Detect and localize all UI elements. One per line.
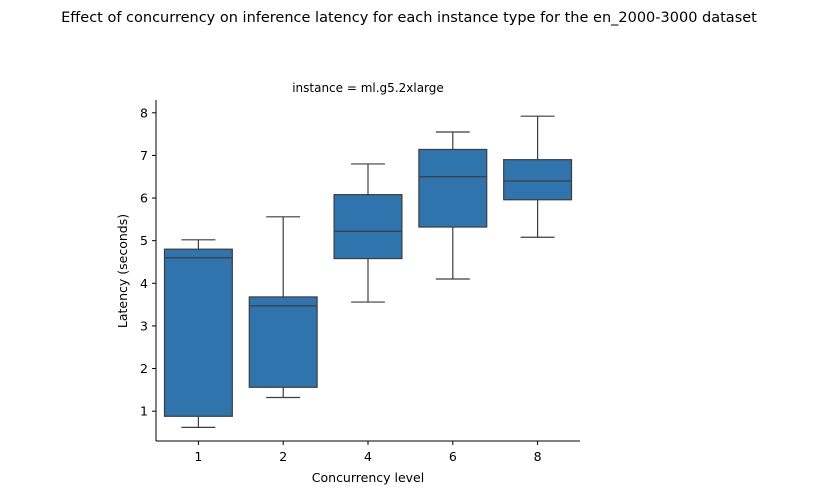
x-tick-label: 2 xyxy=(279,449,287,464)
x-tick-label: 1 xyxy=(194,449,202,464)
box-group xyxy=(333,163,403,303)
chart-title: Effect of concurrency on inference laten… xyxy=(61,10,757,26)
iqr-box xyxy=(163,248,233,417)
iqr-box xyxy=(418,148,488,228)
x-axis-ticks: 1 2 4 6 8 xyxy=(194,441,542,464)
plot-area xyxy=(163,115,573,428)
y-tick-label: 7 xyxy=(140,148,148,163)
y-tick-label: 6 xyxy=(140,191,148,206)
box-group xyxy=(163,239,233,428)
iqr-box xyxy=(503,159,573,201)
x-tick-label: 8 xyxy=(534,449,542,464)
x-tick-label: 4 xyxy=(364,449,372,464)
y-axis-label: Latency (seconds) xyxy=(115,214,130,328)
facet-title: instance = ml.g5.2xlarge xyxy=(292,81,444,95)
box-group xyxy=(248,216,318,399)
x-tick-label: 6 xyxy=(449,449,457,464)
x-axis-label: Concurrency level xyxy=(312,470,424,485)
y-tick-label: 5 xyxy=(140,233,148,248)
iqr-box xyxy=(248,296,318,388)
y-axis-ticks: 1 2 3 4 5 6 7 8 xyxy=(140,105,156,419)
y-tick-label: 1 xyxy=(140,404,148,419)
box-group xyxy=(503,115,573,238)
y-tick-label: 8 xyxy=(140,105,148,120)
box-group xyxy=(418,131,488,280)
iqr-box xyxy=(333,194,403,260)
y-tick-label: 3 xyxy=(140,318,148,333)
y-tick-label: 2 xyxy=(140,361,148,376)
y-tick-label: 4 xyxy=(140,276,148,291)
